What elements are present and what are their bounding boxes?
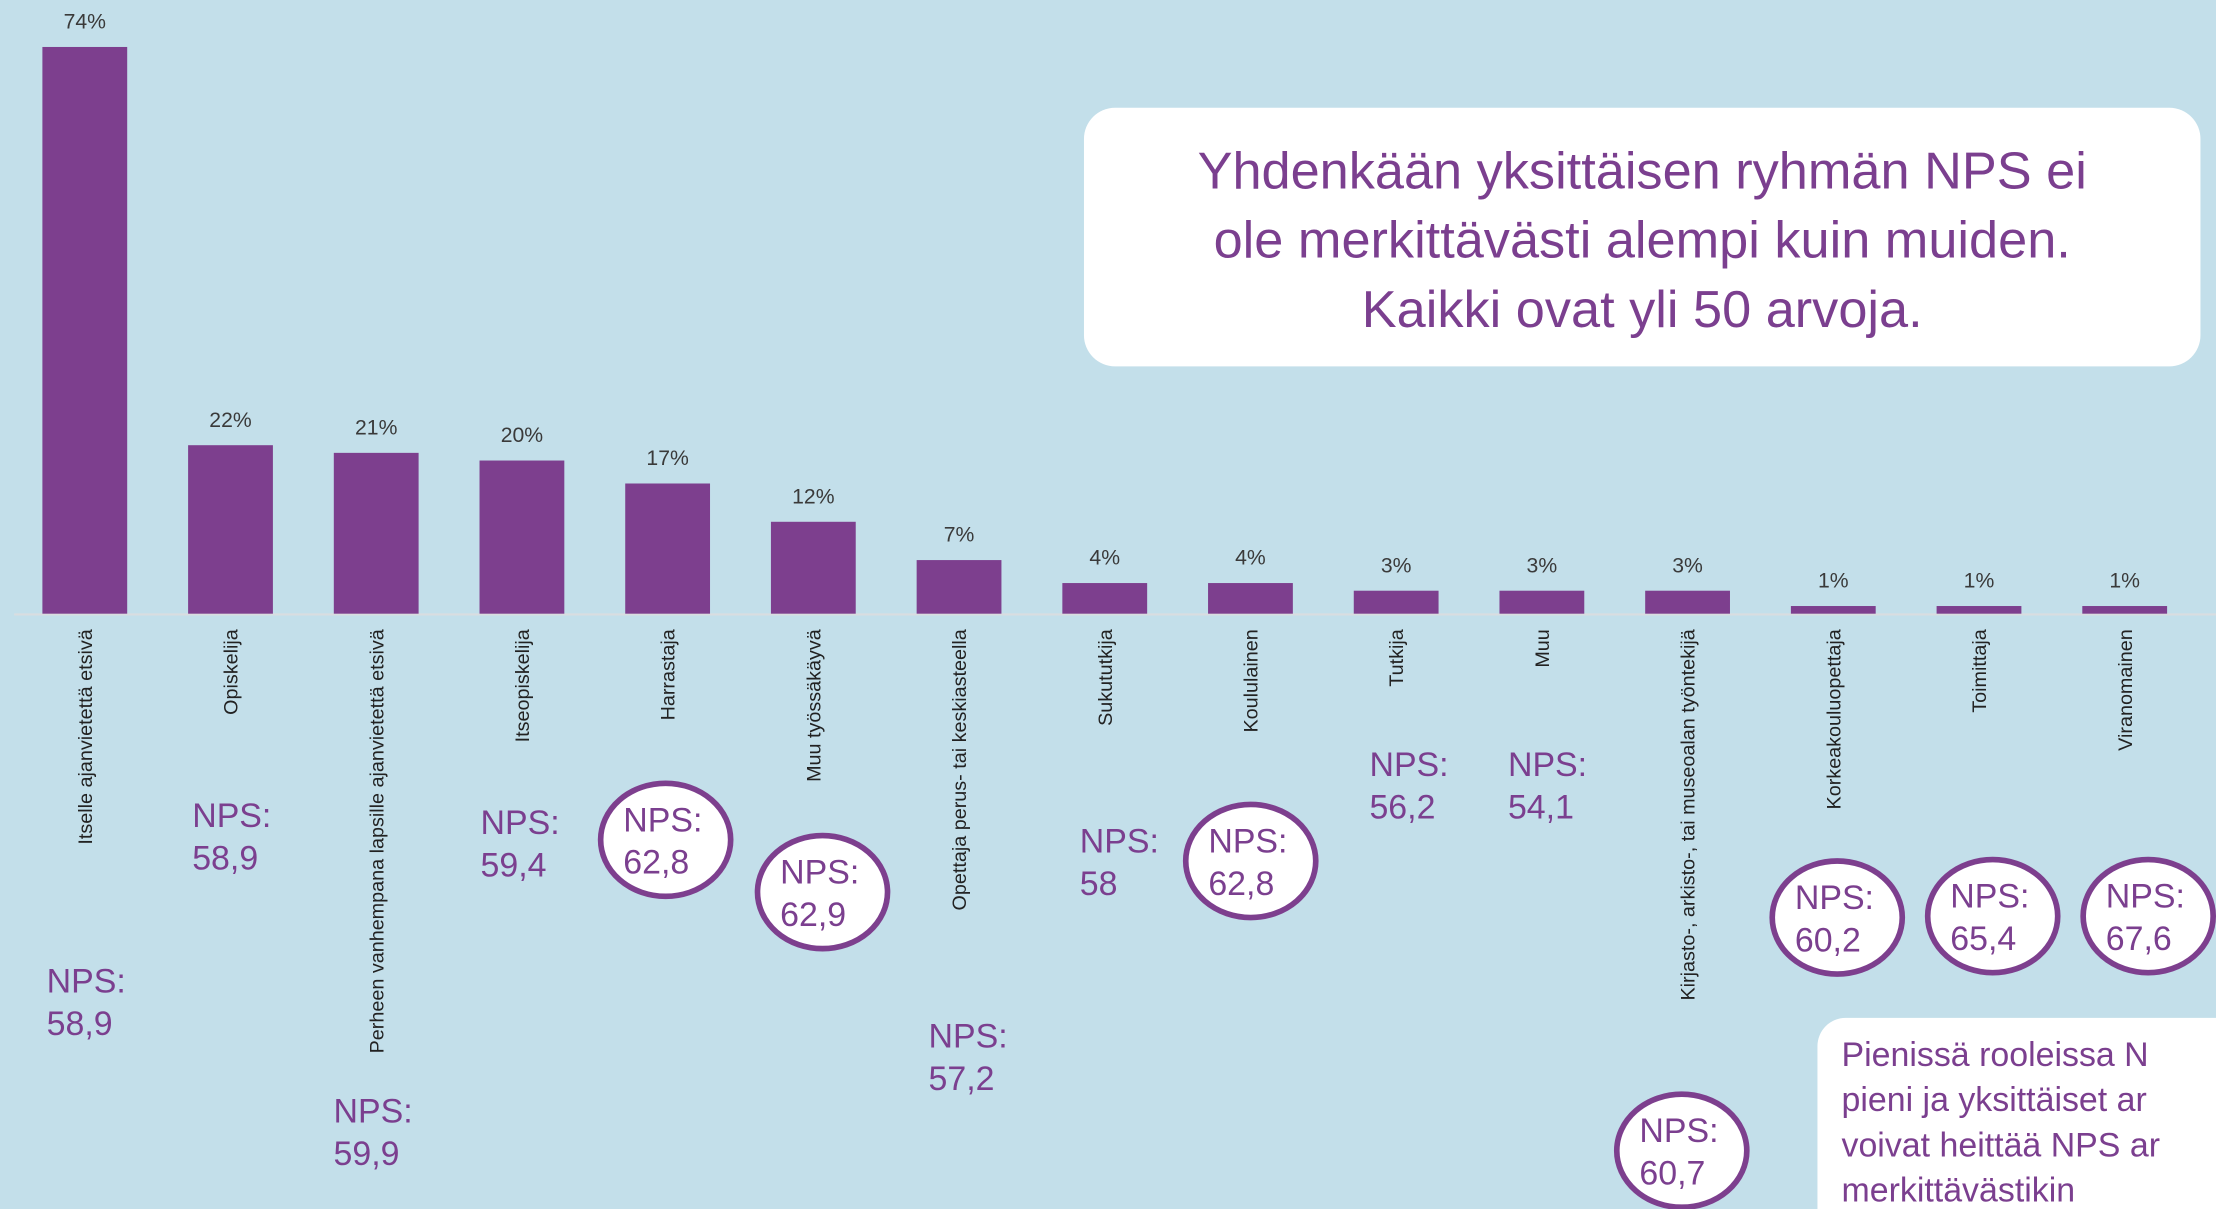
- bar: [1353, 590, 1439, 614]
- value-label: 1%: [1964, 570, 1995, 593]
- nps-value: 59,9: [334, 1135, 400, 1173]
- nps-prefix: NPS:: [780, 854, 859, 892]
- nps-value: 62,8: [623, 844, 689, 882]
- nps-value: 58: [1080, 865, 1118, 903]
- nps-value: 57,2: [929, 1060, 995, 1098]
- category-label: Korkeakouluopettaja: [1823, 629, 1845, 809]
- nps-prefix: NPS:: [334, 1092, 413, 1130]
- value-label: 4%: [1235, 547, 1266, 570]
- nps-circle: [2080, 856, 2216, 976]
- nps-prefix: NPS:: [1950, 878, 2029, 916]
- bar: [1790, 606, 1876, 614]
- nps-value: 65,4: [1950, 920, 2016, 958]
- nps-prefix: NPS:: [1080, 823, 1159, 861]
- value-label: 3%: [1381, 554, 1412, 577]
- category-label: Harrastaja: [658, 629, 680, 720]
- category-label: Viranomainen: [2115, 629, 2137, 751]
- nps-value: 56,2: [1369, 789, 1435, 827]
- category-label: Itselle ajanvietettä etsivä: [75, 629, 97, 844]
- value-label: 12%: [792, 485, 835, 508]
- bar: [1645, 590, 1730, 614]
- nps-prefix: NPS:: [1369, 746, 1448, 784]
- category-label: Tutkija: [1386, 629, 1408, 686]
- nps-value: 58,9: [47, 1005, 113, 1043]
- category-label: Sukututkija: [1095, 629, 1117, 726]
- category-label: Kirjasto-, arkisto-, tai museoalan työnt…: [1678, 629, 1700, 1000]
- nps-circle: [1613, 1091, 1750, 1209]
- note-line: Pienissä rooleissa N: [1841, 1036, 2148, 1074]
- category-label: Toimittaja: [1969, 629, 1991, 712]
- value-label: 17%: [646, 447, 689, 470]
- bar: [1936, 606, 2022, 614]
- nps-value: 54,1: [1508, 789, 1574, 827]
- category-label: Muu työssäkäyvä: [803, 629, 825, 782]
- bar: [333, 452, 419, 614]
- nps-circle: [1924, 856, 2061, 976]
- bar: [42, 46, 128, 614]
- bar: [479, 460, 565, 614]
- nps-prefix: NPS:: [1508, 746, 1587, 784]
- value-label: 20%: [501, 424, 544, 447]
- note-box: [1817, 1017, 2216, 1209]
- nps-prefix: NPS:: [192, 797, 271, 835]
- note-line: voivat heittää NPS ar: [1841, 1126, 2160, 1164]
- bar: [1208, 583, 1293, 614]
- value-label: 22%: [209, 409, 252, 432]
- bar: [1062, 583, 1148, 614]
- nps-prefix: NPS:: [2106, 878, 2185, 916]
- callout-line: ole merkittävästi alempi kuin muiden.: [1214, 212, 2071, 270]
- nps-prefix: NPS:: [1208, 823, 1287, 861]
- nps-prefix: NPS:: [1639, 1112, 1718, 1150]
- bar: [2082, 606, 2168, 614]
- nps-circle: [597, 780, 734, 900]
- nps-value: 59,4: [481, 847, 547, 885]
- value-label: 4%: [1089, 547, 1120, 570]
- nps-value: 62,8: [1208, 865, 1274, 903]
- value-label: 74%: [64, 11, 107, 34]
- category-label: Itseopiskelija: [512, 629, 534, 742]
- nps-value: 58,9: [192, 839, 258, 877]
- category-label: Opettaja perus- tai keskiasteella: [949, 629, 971, 910]
- category-label: Perheen vanhempana lapsille ajanvietettä…: [366, 629, 388, 1053]
- value-label: 3%: [1527, 554, 1558, 577]
- category-label: Koululainen: [1241, 629, 1263, 732]
- nps-prefix: NPS:: [47, 962, 126, 1000]
- nps-value: 60,2: [1795, 921, 1861, 959]
- value-label: 1%: [2109, 570, 2140, 593]
- bar: [916, 560, 1002, 614]
- callout-box: [1083, 107, 2201, 367]
- category-label: Opiskelija: [221, 629, 243, 715]
- nps-circle: [1769, 858, 1906, 977]
- value-label: 3%: [1672, 554, 1703, 577]
- value-label: 21%: [355, 416, 398, 439]
- note-line: merkittävästikin: [1841, 1172, 2075, 1209]
- nps-value: 62,9: [780, 896, 846, 934]
- note-line: pieni ja yksittäiset ar: [1841, 1081, 2146, 1119]
- nps-value: 60,7: [1639, 1155, 1705, 1193]
- callout-line: Kaikki ovat yli 50 arvoja.: [1362, 281, 1923, 339]
- nps-prefix: NPS:: [1795, 879, 1874, 917]
- value-label: 7%: [944, 524, 975, 547]
- bar: [188, 445, 273, 614]
- nps-prefix: NPS:: [623, 801, 702, 839]
- value-label: 1%: [1818, 570, 1849, 593]
- category-label: Muu: [1532, 629, 1554, 667]
- nps-circle: [1182, 801, 1319, 921]
- nps-circle: [754, 832, 891, 952]
- callout-line: Yhdenkään yksittäisen ryhmän NPS ei: [1198, 142, 2087, 200]
- nps-value: 67,6: [2106, 920, 2172, 958]
- bar: [770, 521, 856, 614]
- nps-prefix: NPS:: [481, 804, 560, 842]
- bar: [625, 483, 711, 614]
- nps-prefix: NPS:: [929, 1018, 1008, 1056]
- bar: [1499, 590, 1585, 614]
